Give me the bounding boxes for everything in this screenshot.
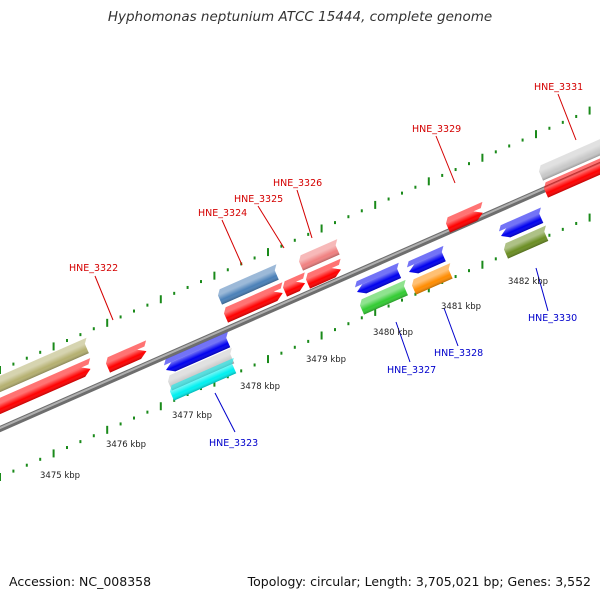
feature-cds-3322-shade bbox=[105, 349, 147, 373]
kbp-label: 3482 kbp bbox=[508, 277, 548, 287]
feature-gray-3331-top bbox=[538, 137, 600, 172]
map-title: Hyphomonas neptunium ATCC 15444, complet… bbox=[107, 9, 493, 25]
accession-text: Accession: NC_008358 bbox=[9, 574, 152, 589]
leader-hne_3330 bbox=[535, 267, 549, 312]
feature-cds-3324 bbox=[223, 282, 283, 323]
feature-orange-3328 bbox=[411, 263, 453, 295]
feature-cds-3331-shade bbox=[543, 163, 600, 198]
topology-text: Topology: circular; Length: 3,705,021 bp… bbox=[247, 574, 591, 589]
leader-hne_3326 bbox=[296, 189, 313, 239]
feature-gray-3323-top bbox=[167, 347, 232, 382]
kbp-label: 3476 kbp bbox=[106, 440, 146, 450]
feature-cds-3329-shade bbox=[445, 211, 483, 233]
feature-cyan-3323-top bbox=[169, 357, 234, 392]
feature-cds-3330-top bbox=[498, 207, 541, 232]
feature-khaki bbox=[0, 337, 89, 397]
tick-marks bbox=[0, 106, 591, 481]
feature-cds-3327-shade bbox=[357, 268, 402, 294]
feature-orange-3328-shade bbox=[411, 269, 453, 295]
feature-cds-3326-top bbox=[305, 258, 341, 280]
feature-cds-3323 bbox=[163, 331, 231, 372]
feature-cds-3323-top bbox=[163, 331, 228, 366]
kbp-label: 3477 kbp bbox=[172, 411, 212, 421]
leader-hne_3328 bbox=[443, 307, 459, 347]
feature-gray-3331-shade bbox=[538, 143, 600, 181]
feature-cds-3328-shade bbox=[409, 252, 446, 274]
feature-olive-3330 bbox=[503, 225, 549, 259]
kbp-label: 3478 kbp bbox=[240, 382, 280, 392]
gene-label: HNE_3323 bbox=[209, 438, 258, 449]
gene-label: HNE_3324 bbox=[198, 208, 247, 219]
gene-label: HNE_3327 bbox=[387, 365, 436, 376]
kbp-label: 3479 kbp bbox=[306, 355, 346, 365]
feature-cds-3326 bbox=[305, 258, 341, 289]
feature-orange-3328-top bbox=[411, 263, 451, 286]
feature-cds-3326-shade bbox=[305, 268, 341, 289]
feature-olive-3330-shade bbox=[503, 231, 549, 259]
feature-cds-3329 bbox=[445, 201, 483, 233]
feature-cds-3330 bbox=[498, 207, 544, 238]
gene-label: HNE_3322 bbox=[69, 263, 118, 274]
feature-cds-3328-top bbox=[406, 245, 444, 268]
kbp-label: 3481 kbp bbox=[441, 302, 481, 312]
feature-cds-3327-top bbox=[354, 262, 399, 288]
feature-cds-3331 bbox=[543, 154, 600, 198]
feature-cds-3323-shade bbox=[166, 338, 231, 372]
feature-green-3327-top bbox=[359, 279, 406, 306]
gene-label: HNE_3328 bbox=[434, 348, 483, 359]
feature-khaki-shade bbox=[0, 343, 89, 397]
label-leader-lines bbox=[94, 93, 577, 433]
leader-hne_3331 bbox=[557, 93, 577, 141]
gene-label: HNE_3330 bbox=[528, 313, 577, 324]
feature-cds-3328 bbox=[406, 245, 446, 274]
feature-cds-left-top bbox=[0, 358, 91, 410]
gene-labels: 3475 kbp 3476 kbp 3477 kbp 3478 kbp 3479 kbp… bbox=[40, 82, 583, 481]
gene-features bbox=[0, 137, 600, 419]
feature-cyan-3323-shade bbox=[169, 364, 237, 401]
leader-hne_3325 bbox=[257, 205, 285, 249]
feature-cds-3322 bbox=[105, 340, 147, 373]
feature-cds-3324-top bbox=[223, 282, 283, 314]
feature-cyan-3323 bbox=[169, 357, 237, 401]
kbp-label: 3480 kbp bbox=[373, 328, 413, 338]
feature-cds-3331-top bbox=[543, 154, 600, 189]
feature-pink-3326-top bbox=[298, 239, 338, 262]
kbp-label: 3475 kbp bbox=[40, 471, 80, 481]
feature-green-3327 bbox=[359, 279, 408, 315]
feature-pink-3326-shade bbox=[298, 245, 340, 271]
leader-hne_3323 bbox=[214, 392, 236, 433]
gene-label: HNE_3331 bbox=[534, 82, 583, 93]
feature-cds-3325 bbox=[282, 272, 306, 297]
feature-cds-3322-top bbox=[105, 340, 147, 364]
feature-khaki-top bbox=[0, 337, 87, 388]
backbone-highlight bbox=[0, 162, 600, 430]
feature-cds-3327 bbox=[354, 262, 402, 294]
feature-cds-3329-top bbox=[445, 201, 483, 224]
feature-steelblue-3324-shade bbox=[217, 270, 279, 305]
feature-green-3327-shade bbox=[359, 286, 408, 315]
feature-steelblue-3324-top bbox=[217, 264, 277, 296]
feature-pink-3326 bbox=[298, 239, 340, 271]
feature-cds-left-shade bbox=[0, 367, 91, 419]
feature-steelblue-3324 bbox=[217, 264, 279, 305]
feature-cds-3325-shade bbox=[282, 281, 306, 297]
feature-cds-3330-shade bbox=[501, 213, 544, 238]
gene-label: HNE_3325 bbox=[234, 194, 283, 205]
feature-olive-3330-top bbox=[503, 225, 546, 250]
gene-label: HNE_3326 bbox=[273, 178, 322, 189]
feature-gray-3331 bbox=[538, 137, 600, 181]
feature-cds-left bbox=[0, 358, 91, 419]
leader-hne_3329 bbox=[435, 135, 456, 184]
leader-hne_3322 bbox=[94, 275, 114, 321]
feature-cds-3325-top bbox=[282, 272, 305, 288]
genome-backbone bbox=[0, 161, 600, 433]
leader-hne_3327 bbox=[395, 321, 411, 363]
feature-cds-3324-shade bbox=[223, 291, 283, 323]
leader-hne_3324 bbox=[221, 219, 243, 266]
gene-label: HNE_3329 bbox=[412, 124, 461, 135]
